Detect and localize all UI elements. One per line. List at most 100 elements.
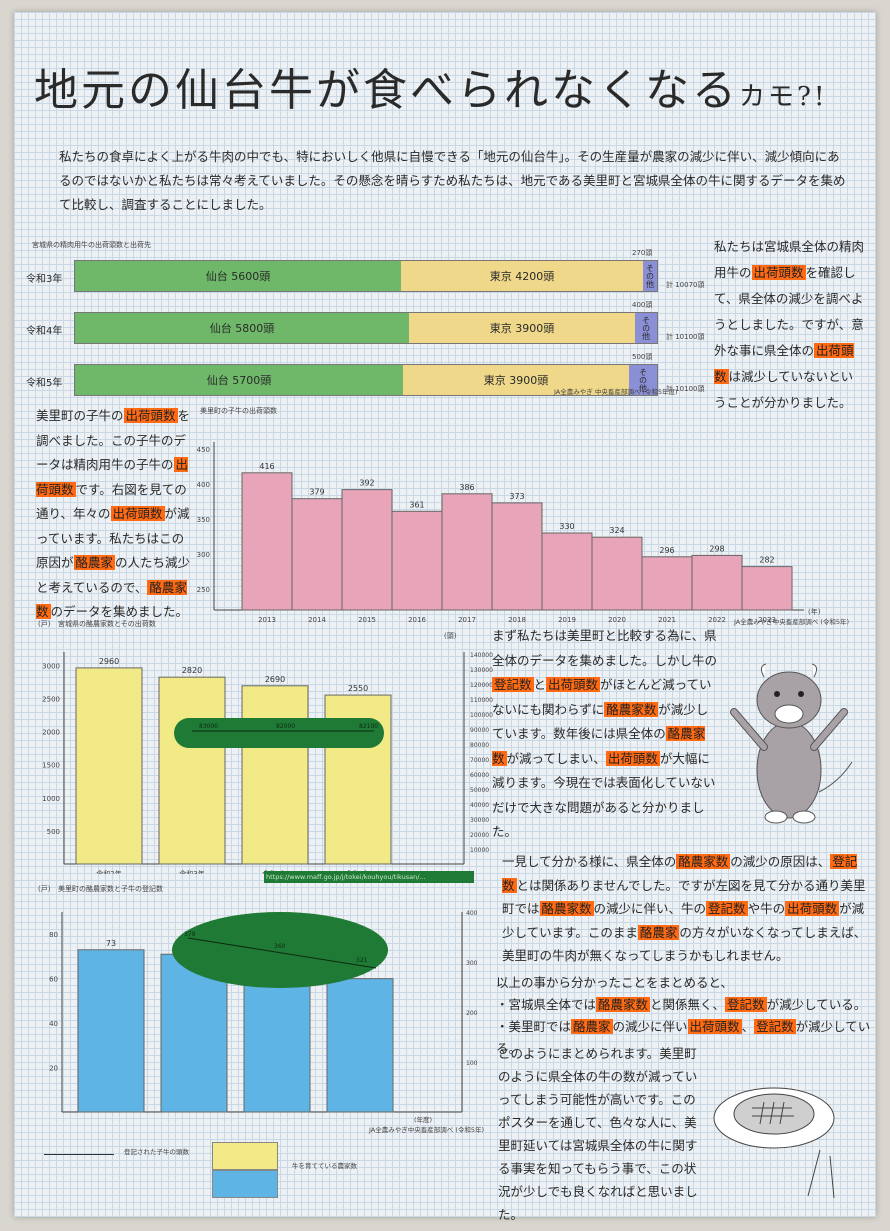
chart3-source: https://www.maff.go.jp/j/tokei/kouhyou/t… (264, 871, 474, 883)
highlight-term: 酪農家数 (596, 997, 651, 1012)
chart4-misato-dairy: 2040608073令和2年71令和3年68令和4年60令和5年10020030… (49, 910, 478, 1113)
right-tick-label: 300 (466, 960, 478, 967)
line-value-label: 82100 (359, 723, 378, 730)
highlight-term: 登記数 (706, 901, 748, 916)
bar (158, 676, 226, 865)
chart1-other-value: 400頭 (632, 301, 653, 309)
highlight-term: 出荷頭数 (605, 750, 660, 766)
text-run: 美里町の子牛の (36, 408, 124, 423)
x-tick-label: 2019 (558, 616, 576, 624)
chart1-segment: 仙台 5600頭 (75, 261, 401, 291)
bar-value-label: 2550 (348, 684, 368, 693)
bar (241, 472, 293, 611)
right-tick-label: 100000 (470, 712, 493, 719)
bar (75, 667, 143, 865)
line-series-band (174, 718, 384, 748)
text-run: の減少の原因は、 (730, 854, 831, 869)
bar (241, 685, 309, 865)
right-tick-label: 110000 (470, 697, 493, 704)
y-tick-label: 2000 (42, 729, 60, 737)
page-title: 地元の仙台牛が食べられなくなるカモ?! (34, 54, 827, 118)
chart1-bar: 仙台 5700頭 東京 3900頭 その他 (74, 364, 658, 396)
chart1-source: JA全農みやぎ 中央畜産部調べ (令和5年度) (554, 388, 678, 396)
conclusion-paragraph: 一見して分かる様に、県全体の 酪農家数 の減少の原因は、 登記数 とは関係ありませんでし… (502, 850, 870, 968)
chart1-total: 計 10100頭 (666, 385, 705, 393)
highlight-term: 酪農家 (637, 924, 680, 940)
x-unit-label: (年) (808, 607, 821, 616)
legend: 登記された子牛の頭数 牛を育てている農家数 (44, 1142, 424, 1202)
bar-value-label: 2820 (182, 666, 202, 675)
x-tick-label: 令和3年 (179, 869, 204, 874)
y-tick-label: 350 (197, 516, 210, 524)
bar (326, 978, 394, 1113)
chart4-title: 美里町の酪農家数と子牛の登記数 (58, 885, 163, 893)
highlight-term: 登記数 (492, 677, 534, 692)
chart1-total: 計 10100頭 (666, 333, 705, 341)
chart4-unit: (戸) (38, 885, 51, 893)
legend-yellow-swatch (212, 1142, 278, 1170)
right-tick-label: 60000 (470, 772, 489, 779)
text-run: がほとんど減っていないにも関わらずに (492, 677, 712, 717)
chart2-title: 美里町の子牛の出荷頭数 (200, 407, 277, 415)
bar-value-label: 330 (559, 522, 574, 531)
highlight-term: 登記数 (725, 997, 767, 1012)
highlight-term: 酪農家数 (676, 854, 731, 869)
bar-value-label: 2960 (99, 657, 119, 666)
text-run: や牛の (747, 901, 786, 916)
bar (341, 489, 393, 611)
bar-value-label: 392 (359, 479, 374, 488)
bar (441, 493, 493, 611)
text-run: ・宮城県全体では (496, 997, 597, 1012)
poster: 地元の仙台牛が食べられなくなるカモ?! 私たちの食卓によく上がる牛肉の中でも、特… (14, 12, 876, 1222)
text-run: を確認して、県全体の減少を調べようとしました。ですが、意外な事に県全体の (714, 265, 864, 358)
text-run: 私たちは宮城県全体の精肉用牛の (714, 239, 865, 280)
line-value-label: 360 (274, 943, 286, 950)
x-tick-label: 2018 (508, 616, 526, 624)
right-tick-label: 20000 (470, 832, 489, 839)
chart1-other-value: 500頭 (632, 353, 653, 361)
x-tick-label: 令和2年 (96, 869, 121, 874)
chart1-year-label: 令和4年 (26, 326, 63, 337)
highlight-term: 酪農家数 (604, 701, 659, 717)
summary-close: このようにまとめられます。美里町のように県全体の牛の数が減っていってしまう可能性… (498, 1046, 698, 1222)
text-run: は減少していないということが分かりました。 (714, 369, 854, 410)
chart3-unit: (戸) (38, 620, 51, 628)
bar (741, 566, 793, 611)
text-run: が減少しています。数年後には県全体の (492, 701, 709, 742)
right-tick-label: 40000 (470, 802, 489, 809)
chart3-title: 宮城県の酪農家数とその出荷数 (58, 620, 156, 628)
y-tick-label: 400 (197, 481, 210, 489)
text-run: が減少している。 (766, 997, 867, 1012)
x-tick-label: 2015 (358, 616, 376, 624)
y-tick-label: 3000 (42, 662, 60, 670)
text-run: が減っています。私たちはこの原因が (36, 506, 190, 570)
text-run: が大幅に減ります。今現在では表面化していないだけで大きな問題があると分かりました… (492, 750, 716, 840)
chart1-segment: 仙台 5700頭 (75, 365, 403, 395)
y-tick-label: 80 (49, 931, 58, 939)
bar-value-label: 324 (609, 526, 624, 535)
steak-illustration (713, 1087, 835, 1199)
chart1-bar: 仙台 5800頭 東京 3900頭 その他 (74, 312, 658, 344)
bar (291, 498, 343, 611)
x-tick-label: 2017 (458, 616, 476, 624)
bar-value-label: 298 (709, 544, 724, 553)
bar-value-label: 73 (106, 939, 116, 948)
chart1-segment: その他 (629, 365, 657, 395)
bar (541, 532, 593, 611)
x-tick-label: 2022 (708, 616, 726, 624)
line-value-label: 321 (356, 957, 368, 964)
summary-bullet-1: ・宮城県全体では 酪農家数 と関係無く、 登記数 が減少している。 (496, 994, 871, 1016)
bar (691, 554, 743, 611)
text-run: ・美里町では (496, 1019, 572, 1034)
right-tick-label: 400 (466, 910, 478, 917)
text-run: が減少しています。このまま (502, 901, 865, 940)
text-run: と関係無く、 (650, 997, 726, 1012)
highlight-term: 出荷頭数 (785, 901, 840, 916)
text-run: が減少している。 (496, 1019, 871, 1056)
text-run: の方々がいなくなってしまえば、美里町の牛肉が無くなってしまうかもしれません。 (502, 924, 867, 964)
right-tick-label: 140000 (470, 652, 493, 659)
bar-value-label: 296 (659, 546, 674, 555)
text-run: の減少に伴い (612, 1019, 688, 1034)
x-tick-label: 2013 (258, 616, 276, 624)
right-tick-label: 130000 (470, 667, 493, 674)
